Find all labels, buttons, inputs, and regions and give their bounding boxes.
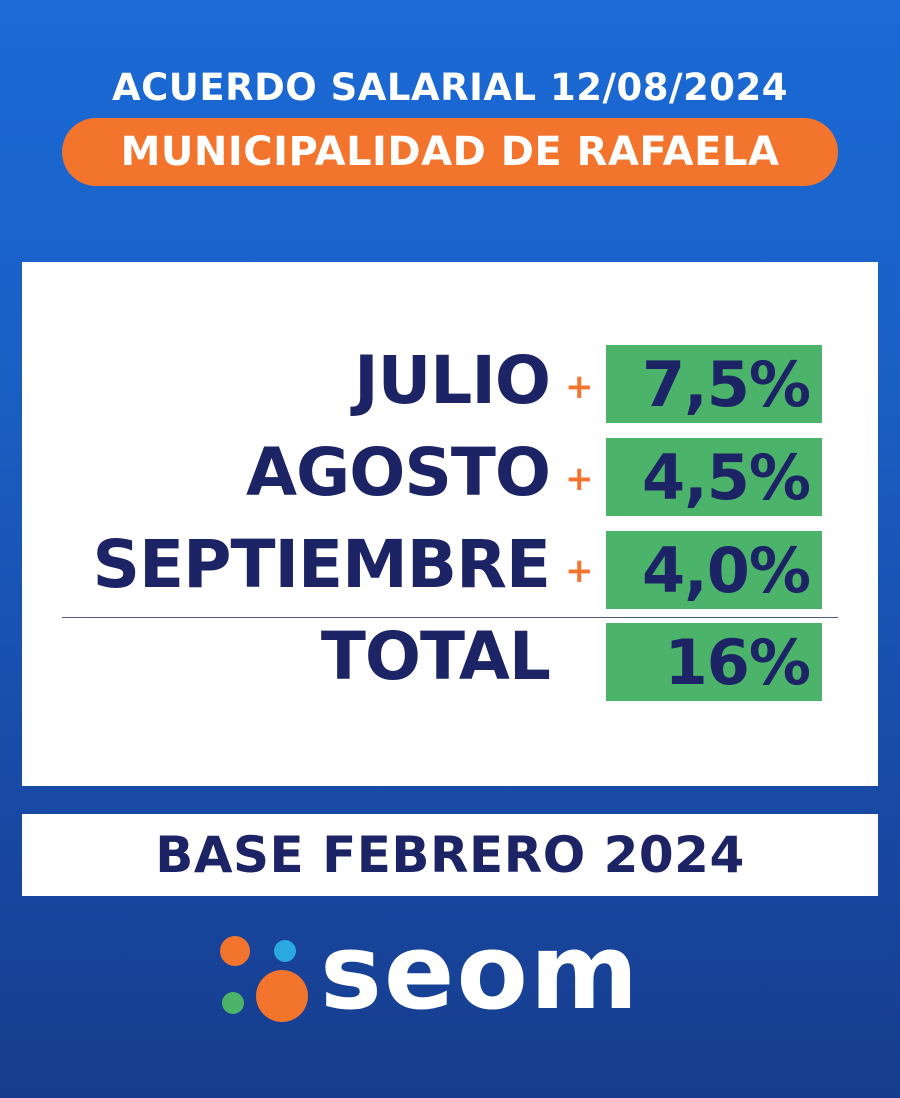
logo-wordmark: seom: [320, 911, 641, 1033]
month-label-julio: JULIO: [354, 342, 551, 419]
value-septiembre: 4,0%: [606, 531, 822, 609]
logo-dot-icon: [220, 936, 250, 966]
plus-sign: +: [565, 367, 594, 407]
agreement-title: ACUERDO SALARIAL 12/08/2024: [112, 66, 788, 109]
base-period: BASE FEBRERO 2024: [22, 814, 878, 896]
value-agosto: 4,5%: [606, 438, 822, 516]
logo-dot-icon: [274, 940, 296, 962]
month-label-septiembre: SEPTIEMBRE: [92, 526, 551, 603]
total-value: 16%: [606, 623, 822, 701]
value-julio: 7,5%: [606, 345, 822, 423]
month-label-agosto: AGOSTO: [245, 434, 551, 511]
seom-logo: seom: [216, 920, 696, 1030]
plus-sign: +: [565, 551, 594, 591]
total-divider: [62, 617, 838, 618]
percentages-panel: JULIO + 7,5% AGOSTO + 4,5% SEPTIEMBRE + …: [22, 262, 878, 786]
total-label: TOTAL: [320, 618, 551, 695]
plus-sign: +: [565, 459, 594, 499]
logo-dot-icon: [256, 970, 308, 1022]
logo-dot-icon: [222, 992, 244, 1014]
organization-banner: MUNICIPALIDAD DE RAFAELA: [62, 118, 838, 186]
